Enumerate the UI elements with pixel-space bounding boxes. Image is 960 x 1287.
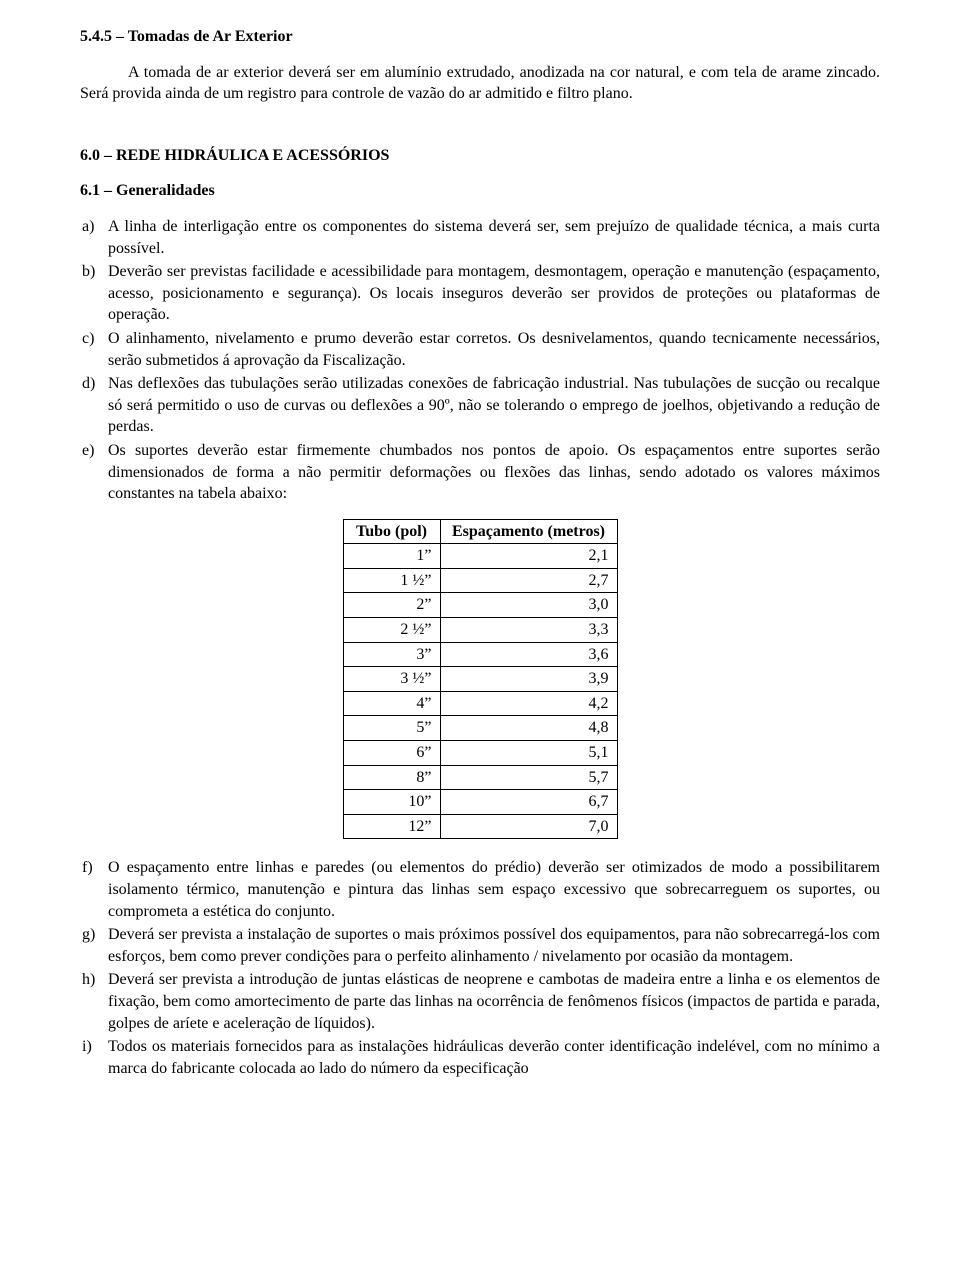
heading-6-0: 6.0 – REDE HIDRÁULICA E ACESSÓRIOS — [80, 145, 880, 167]
list-marker: h) — [80, 969, 108, 1034]
cell-tubo: 3 ½” — [343, 667, 440, 692]
cell-tubo: 5” — [343, 716, 440, 741]
cell-espacamento: 4,2 — [440, 691, 617, 716]
list-body: O alinhamento, nivelamento e prumo dever… — [108, 328, 880, 371]
list-item: g)Deverá ser prevista a instalação de su… — [80, 924, 880, 967]
list-body: Deverá ser prevista a instalação de supo… — [108, 924, 880, 967]
cell-espacamento: 7,0 — [440, 814, 617, 839]
list-6-1-part1: a)A linha de interligação entre os compo… — [80, 216, 880, 505]
cell-tubo: 12” — [343, 814, 440, 839]
list-marker: f) — [80, 857, 108, 922]
cell-tubo: 6” — [343, 741, 440, 766]
table-row: 1 ½”2,7 — [343, 568, 617, 593]
cell-tubo: 2” — [343, 593, 440, 618]
list-item: e)Os suportes deverão estar firmemente c… — [80, 440, 880, 505]
list-body: Os suportes deverão estar firmemente chu… — [108, 440, 880, 505]
spacing-table: Tubo (pol) Espaçamento (metros) 1”2,11 ½… — [343, 519, 618, 840]
list-marker: d) — [80, 373, 108, 438]
table-body: 1”2,11 ½”2,72”3,02 ½”3,33”3,63 ½”3,94”4,… — [343, 544, 617, 839]
cell-espacamento: 5,1 — [440, 741, 617, 766]
table-row: 6”5,1 — [343, 741, 617, 766]
table-row: 2 ½”3,3 — [343, 618, 617, 643]
cell-espacamento: 4,8 — [440, 716, 617, 741]
list-item: c)O alinhamento, nivelamento e prumo dev… — [80, 328, 880, 371]
table-row: 3”3,6 — [343, 642, 617, 667]
table-row: 1”2,1 — [343, 544, 617, 569]
list-body: O espaçamento entre linhas e paredes (ou… — [108, 857, 880, 922]
table-row: 10”6,7 — [343, 790, 617, 815]
paragraph-5-4-5: A tomada de ar exterior deverá ser em al… — [80, 62, 880, 105]
list-body: Todos os materiais fornecidos para as in… — [108, 1036, 880, 1079]
spacer — [80, 121, 880, 139]
document-page: 5.4.5 – Tomadas de Ar Exterior A tomada … — [40, 0, 920, 1121]
list-body: Deverão ser previstas facilidade e acess… — [108, 261, 880, 326]
cell-tubo: 4” — [343, 691, 440, 716]
table-header-tubo: Tubo (pol) — [343, 519, 440, 544]
table-row: 5”4,8 — [343, 716, 617, 741]
list-body: A linha de interligação entre os compone… — [108, 216, 880, 259]
table-row: 8”5,7 — [343, 765, 617, 790]
heading-5-4-5: 5.4.5 – Tomadas de Ar Exterior — [80, 26, 880, 48]
cell-tubo: 2 ½” — [343, 618, 440, 643]
cell-espacamento: 3,9 — [440, 667, 617, 692]
list-item: b)Deverão ser previstas facilidade e ace… — [80, 261, 880, 326]
list-marker: a) — [80, 216, 108, 259]
list-item: f)O espaçamento entre linhas e paredes (… — [80, 857, 880, 922]
cell-espacamento: 5,7 — [440, 765, 617, 790]
list-body: Nas deflexões das tubulações serão utili… — [108, 373, 880, 438]
cell-tubo: 1 ½” — [343, 568, 440, 593]
table-row: 3 ½”3,9 — [343, 667, 617, 692]
list-6-1-part2: f)O espaçamento entre linhas e paredes (… — [80, 857, 880, 1079]
table-header-row: Tubo (pol) Espaçamento (metros) — [343, 519, 617, 544]
list-item: d)Nas deflexões das tubulações serão uti… — [80, 373, 880, 438]
cell-espacamento: 2,7 — [440, 568, 617, 593]
list-item: h)Deverá ser prevista a introdução de ju… — [80, 969, 880, 1034]
list-marker: e) — [80, 440, 108, 505]
cell-espacamento: 2,1 — [440, 544, 617, 569]
cell-espacamento: 3,3 — [440, 618, 617, 643]
list-marker: b) — [80, 261, 108, 326]
table-row: 12”7,0 — [343, 814, 617, 839]
list-body: Deverá ser prevista a introdução de junt… — [108, 969, 880, 1034]
cell-espacamento: 3,0 — [440, 593, 617, 618]
cell-tubo: 8” — [343, 765, 440, 790]
cell-espacamento: 3,6 — [440, 642, 617, 667]
list-marker: c) — [80, 328, 108, 371]
list-marker: i) — [80, 1036, 108, 1079]
list-marker: g) — [80, 924, 108, 967]
table-row: 4”4,2 — [343, 691, 617, 716]
table-header-espacamento: Espaçamento (metros) — [440, 519, 617, 544]
list-item: a)A linha de interligação entre os compo… — [80, 216, 880, 259]
table-row: 2”3,0 — [343, 593, 617, 618]
cell-tubo: 1” — [343, 544, 440, 569]
list-item: i)Todos os materiais fornecidos para as … — [80, 1036, 880, 1079]
heading-6-1: 6.1 – Generalidades — [80, 180, 880, 202]
cell-tubo: 10” — [343, 790, 440, 815]
cell-espacamento: 6,7 — [440, 790, 617, 815]
cell-tubo: 3” — [343, 642, 440, 667]
